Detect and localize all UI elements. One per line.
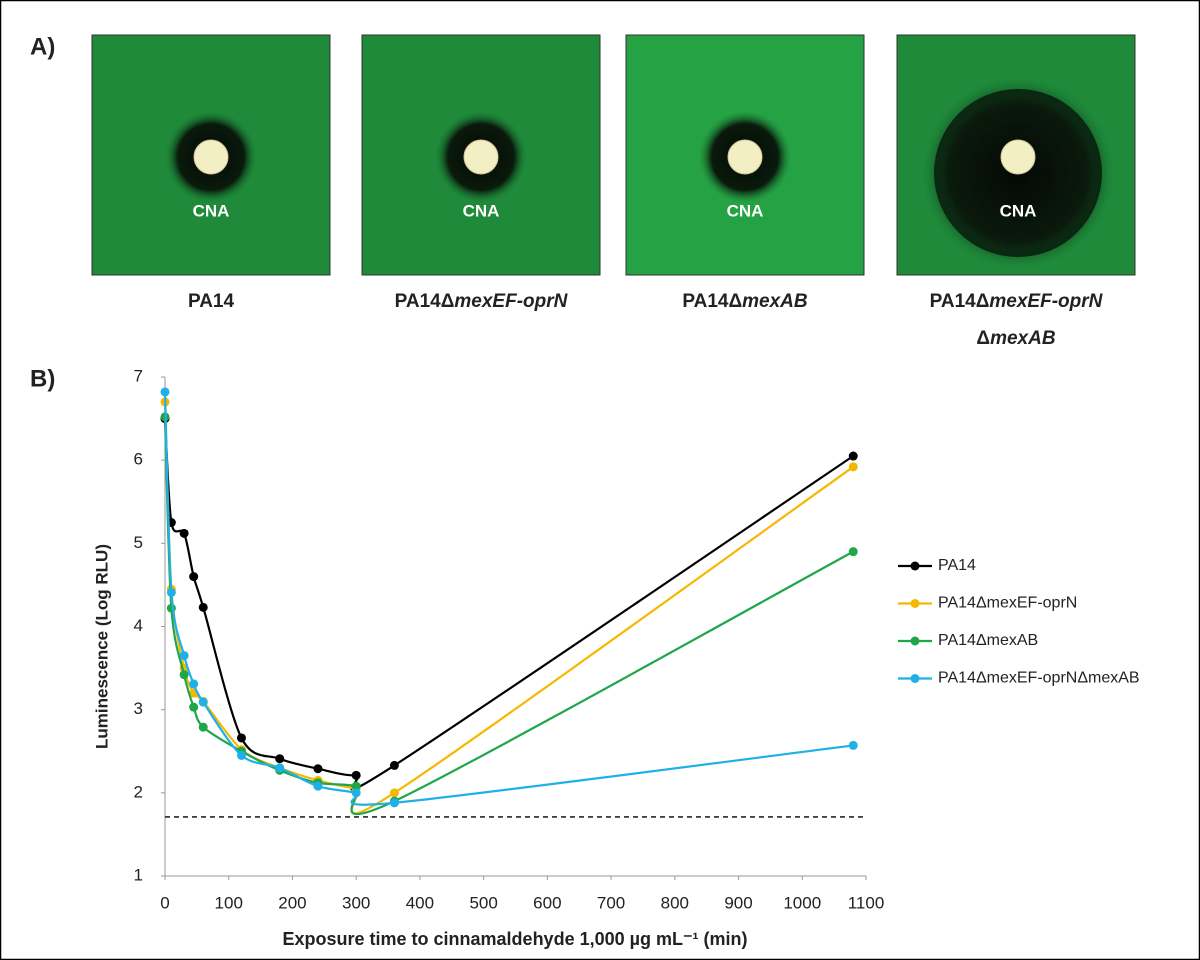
plate-label: PA14ΔmexEF-oprN xyxy=(395,291,569,312)
label-italic: mexEF-oprN xyxy=(989,291,1103,312)
data-point xyxy=(275,754,285,764)
y-tick-label: 6 xyxy=(134,450,143,469)
legend-label: PA14 xyxy=(938,557,976,574)
data-point xyxy=(236,750,246,760)
data-point xyxy=(389,760,399,770)
legend-label: PA14ΔmexEF-oprN xyxy=(938,595,1077,612)
data-point xyxy=(848,740,858,750)
y-tick-label: 1 xyxy=(134,865,143,884)
data-point xyxy=(275,763,285,773)
disc-label: CNA xyxy=(727,201,764,220)
x-tick-label: 1000 xyxy=(783,893,821,912)
data-point xyxy=(198,602,208,612)
legend-label: PA14ΔmexEF-oprNΔmexAB xyxy=(938,670,1140,687)
data-point xyxy=(313,781,323,791)
data-point xyxy=(313,764,323,774)
label-italic: mexAB xyxy=(742,291,808,312)
data-point xyxy=(351,788,361,798)
legend-marker xyxy=(910,636,920,646)
disc xyxy=(193,139,229,175)
series-line xyxy=(163,391,854,806)
plate-label: PA14ΔmexAB xyxy=(682,291,808,312)
x-tick-label: 200 xyxy=(278,893,306,912)
data-point xyxy=(160,387,170,397)
x-tick-label: 800 xyxy=(661,893,689,912)
legend-label: PA14ΔmexAB xyxy=(938,632,1038,649)
series-line xyxy=(163,418,854,791)
plate-label: PA14 xyxy=(188,291,235,312)
data-point xyxy=(236,733,246,743)
series-line xyxy=(163,416,854,815)
data-point xyxy=(351,781,361,791)
legend-marker xyxy=(910,674,920,683)
data-point xyxy=(848,451,858,461)
legend-marker xyxy=(910,599,920,608)
x-tick-label: 300 xyxy=(342,893,370,912)
label-plain: PA14Δ xyxy=(395,291,455,312)
data-point xyxy=(198,722,208,732)
label-plain: PA14Δ xyxy=(930,291,990,312)
data-point xyxy=(189,572,199,582)
data-point xyxy=(848,547,858,557)
x-tick-label: 900 xyxy=(724,893,752,912)
data-point xyxy=(189,702,199,712)
label-plain: PA14Δ xyxy=(682,291,742,312)
x-tick-label: 1100 xyxy=(848,893,885,912)
disc xyxy=(463,139,499,175)
y-tick-label: 5 xyxy=(134,533,143,552)
data-point xyxy=(389,798,399,808)
label-plain: Δ xyxy=(976,328,990,349)
disc xyxy=(727,139,763,175)
plate-label: PA14ΔmexEF-oprN xyxy=(930,291,1104,312)
data-point xyxy=(389,788,399,798)
x-tick-label: 0 xyxy=(160,893,169,912)
label-italic: mexEF-oprN xyxy=(454,291,568,312)
x-axis-label: Exposure time to cinnamaldehyde 1,000 µg… xyxy=(283,929,748,949)
panel-b-label: B) xyxy=(30,365,55,392)
data-point xyxy=(848,462,858,472)
y-tick-label: 3 xyxy=(134,699,143,718)
data-point xyxy=(166,603,176,613)
legend-marker xyxy=(910,561,920,571)
x-tick-label: 700 xyxy=(597,893,625,912)
agar-plate xyxy=(91,34,331,276)
plate-label: ΔmexAB xyxy=(976,328,1055,349)
data-point xyxy=(179,651,189,661)
x-tick-label: 500 xyxy=(469,893,497,912)
x-tick-label: 600 xyxy=(533,893,561,912)
data-point xyxy=(351,770,361,780)
y-axis-label: Luminescence (Log RLU) xyxy=(92,544,111,749)
panel-a-label: A) xyxy=(30,33,55,60)
y-tick-label: 4 xyxy=(134,616,143,635)
x-tick-label: 400 xyxy=(406,893,434,912)
label-italic: mexAB xyxy=(990,328,1056,349)
disc-label: CNA xyxy=(1000,201,1037,220)
x-tick-label: 100 xyxy=(215,893,243,912)
y-tick-label: 7 xyxy=(134,366,143,385)
data-point xyxy=(198,697,208,707)
y-tick-label: 2 xyxy=(134,782,143,801)
disc xyxy=(1000,139,1036,175)
data-point xyxy=(179,528,189,538)
data-point xyxy=(179,670,189,680)
label-plain: PA14 xyxy=(188,291,235,312)
disc-label: CNA xyxy=(463,201,500,220)
disc-label: CNA xyxy=(193,201,230,220)
data-point xyxy=(166,587,176,597)
data-point xyxy=(189,679,199,689)
